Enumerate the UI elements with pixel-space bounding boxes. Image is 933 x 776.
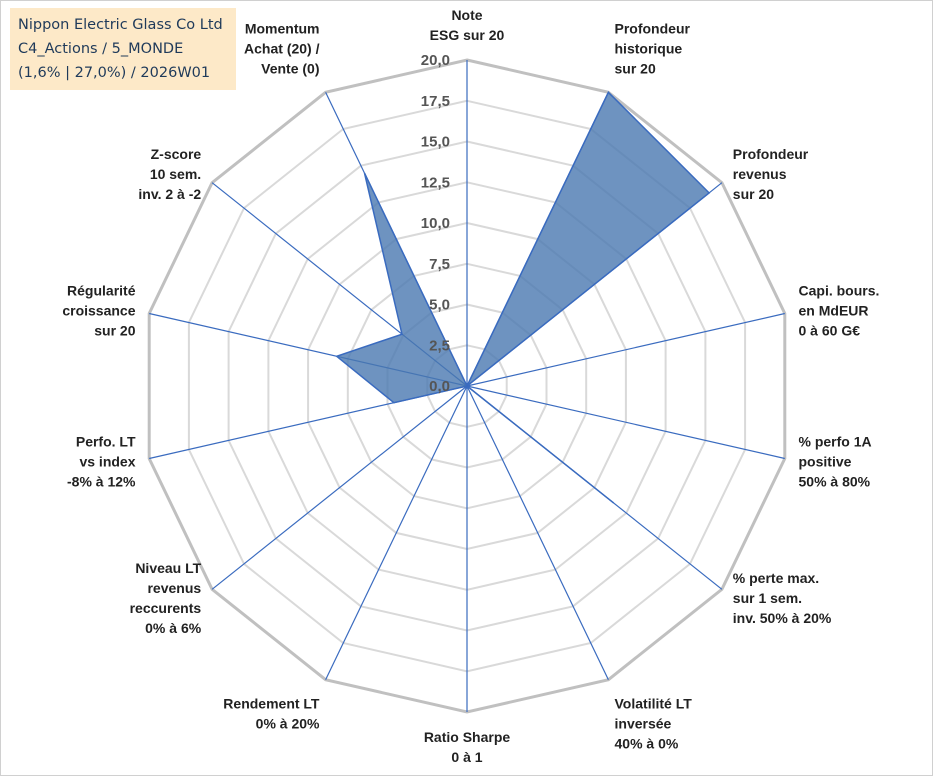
axis-spoke [325,385,468,680]
info-portfolio: C4_Actions / 5_MONDE [18,41,184,57]
axis-label: Z-score 10 sem. inv. 2 à -2 [138,146,201,202]
axis-spoke [466,312,785,387]
info-company: Nippon Electric Glass Co Ltd [18,17,223,33]
tick-label: 10,0 [421,215,450,232]
axis-label: Capi. bours. en MdEUR 0 à 60 G€ [799,282,880,338]
info-stats: (1,6% | 27,0%) / 2026W01 [18,65,211,81]
tick-label: 17,5 [421,93,450,110]
axis-label: Ratio Sharpe 0 à 1 [424,729,511,765]
axis-spoke [466,385,785,460]
tick-label: 12,5 [421,174,450,191]
axis-label: Perfo. LT vs index -8% à 12% [67,434,136,490]
axis-label: Niveau LT revenus reccurents 0% à 6% [130,560,202,636]
axis-label: Rendement LT 0% à 20% [223,695,320,731]
tick-label: 5,0 [429,297,450,314]
axis-label: Régularité croissance sur 20 [62,282,135,338]
radar-series [335,91,711,504]
tick-label: 15,0 [421,134,450,151]
tick-label: 20,0 [421,52,450,69]
axis-label: Note ESG sur 20 [430,7,505,43]
info-box: Nippon Electric Glass Co Ltd C4_Actions … [10,8,236,90]
radar-axis-labels: Note ESG sur 20 Profondeur historique sur 20… [62,7,879,765]
tick-label: 2,5 [429,337,450,354]
axis-label: % perfo 1A positive 50% à 80% [799,434,872,490]
axis-label: Profondeur revenus sur 20 [733,146,809,202]
axis-spoke [466,385,609,680]
radar-tick-labels: 0,0 2,5 5,0 7,5 10,0 12,5 15,0 17,5 20,0 [421,52,450,395]
tick-label: 0,0 [429,378,450,395]
axis-label: % perte max. sur 1 sem. inv. 50% à 20% [733,570,832,626]
tick-label: 7,5 [429,256,450,273]
axis-label: Volatilité LT inversée 40% à 0% [615,695,693,751]
axis-label: Profondeur historique sur 20 [615,21,691,77]
axis-label: Momentum Achat (20) / Vente (0) [244,21,320,77]
axis-spoke [211,385,468,590]
